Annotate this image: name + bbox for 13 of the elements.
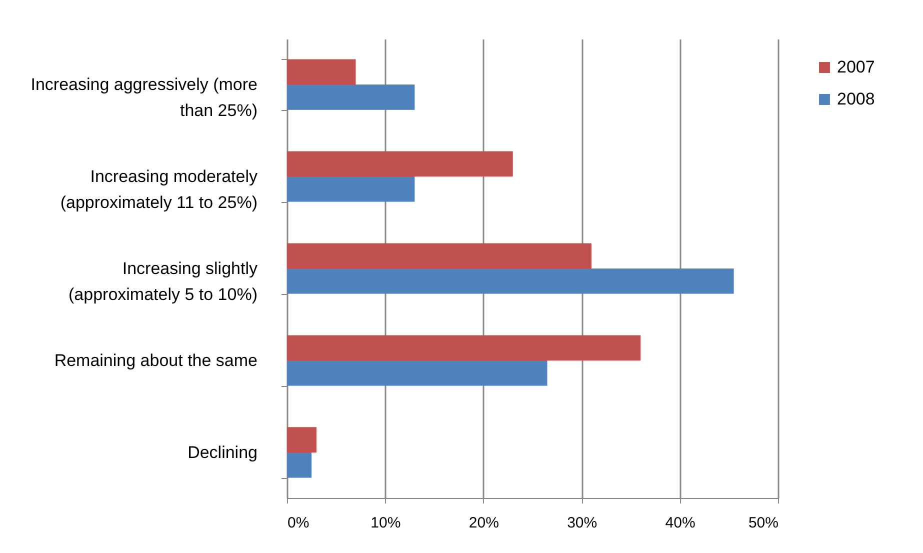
x-tick-label: 0% xyxy=(288,514,310,532)
y-tick-label: Remaining about the same xyxy=(54,350,258,370)
y-tick-label: Increasing slightly (approximately 5 to 10%) xyxy=(68,259,258,304)
y-tick-label: Declining xyxy=(188,442,258,462)
x-tick-label: 30% xyxy=(567,514,598,532)
x-tick-label: 10% xyxy=(370,514,401,532)
x-tick-label: 20% xyxy=(468,514,499,532)
x-tick-label: 40% xyxy=(665,514,696,532)
legend-label: 2008 xyxy=(837,90,875,108)
x-tick-label: 50% xyxy=(748,514,778,532)
legend-label: 2007 xyxy=(837,58,875,76)
y-tick-label: Increasing aggressively (more than 25%) xyxy=(30,75,258,120)
y-tick-label: Increasing moderately (approximately 11 to 25%) xyxy=(60,167,258,212)
